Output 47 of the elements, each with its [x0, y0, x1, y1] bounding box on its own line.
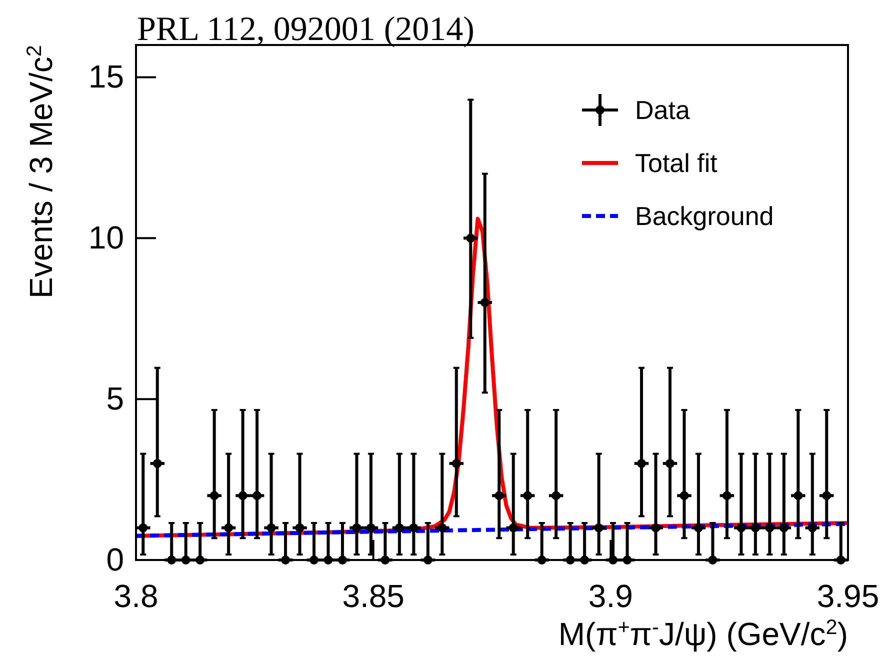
point	[238, 491, 248, 500]
y-tick-label: 10	[88, 219, 124, 256]
x-tick-label: 3.9	[588, 578, 633, 614]
point	[138, 523, 148, 532]
y-tick-label: 15	[88, 58, 124, 94]
y-tick-label: 0	[106, 541, 124, 578]
point	[508, 523, 518, 532]
point	[750, 523, 760, 532]
point	[252, 491, 262, 500]
point	[466, 234, 476, 243]
point	[352, 523, 362, 532]
chart-title: PRL 112, 092001 (2014)	[137, 11, 474, 48]
point	[523, 491, 532, 500]
legend-label: Background	[635, 201, 774, 231]
point	[295, 523, 304, 532]
y-tick-label: 5	[106, 380, 124, 416]
x-tick-label: 3.8	[114, 578, 158, 614]
point	[394, 523, 404, 532]
x-tick-label: 3.95	[816, 578, 880, 614]
point	[779, 523, 788, 532]
point	[736, 523, 746, 532]
point	[594, 523, 604, 532]
point	[409, 523, 418, 532]
point	[722, 491, 732, 500]
x-axis-title: M(π$^{+}$π$^{-}$J/ψ) (GeV/c$^{2}$)	[558, 616, 848, 652]
point	[494, 491, 504, 500]
point	[637, 458, 646, 468]
point	[224, 523, 234, 532]
point	[794, 491, 803, 500]
point	[651, 523, 660, 532]
point	[694, 523, 703, 532]
x-tick-label: 3.85	[342, 578, 404, 614]
legend-label: Total fit	[635, 148, 718, 178]
point	[765, 523, 774, 532]
point	[366, 523, 376, 532]
point	[808, 523, 817, 532]
point	[210, 491, 219, 500]
point	[822, 491, 832, 500]
point	[452, 458, 461, 468]
point	[152, 458, 162, 468]
point	[666, 458, 674, 468]
legend-label: Data	[635, 95, 690, 125]
point	[438, 523, 447, 532]
point	[552, 491, 561, 500]
point	[480, 298, 490, 307]
point	[680, 491, 689, 500]
point	[266, 523, 276, 532]
